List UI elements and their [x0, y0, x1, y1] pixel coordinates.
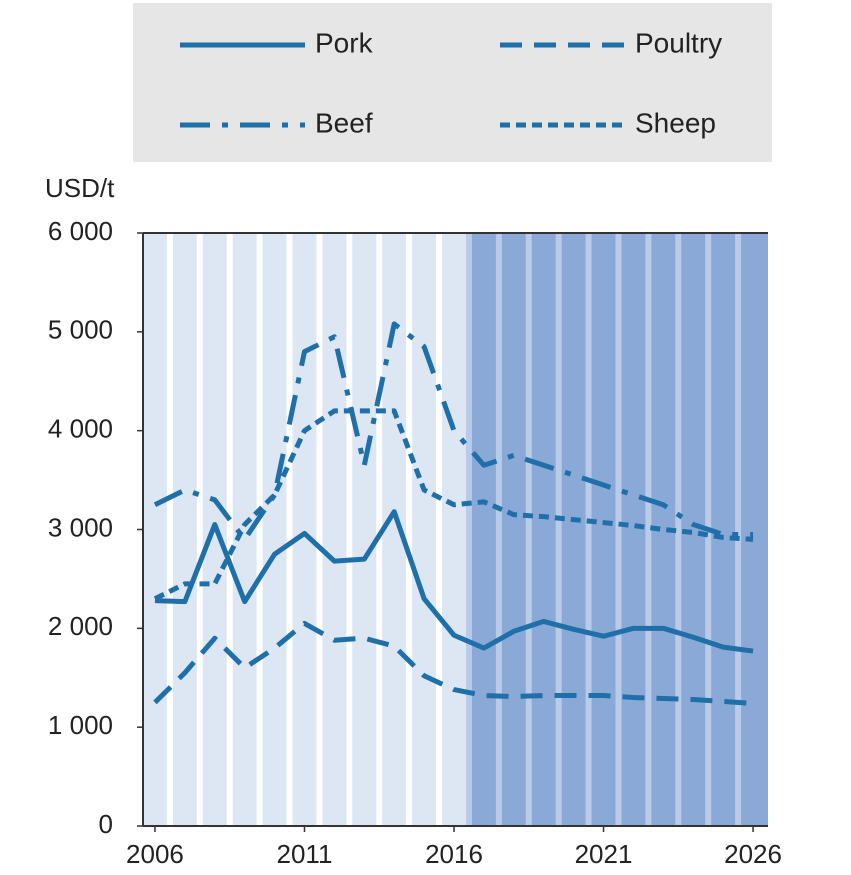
legend-label: Beef — [315, 107, 373, 138]
y-tick-label: 0 — [99, 809, 113, 839]
series-line — [153, 321, 754, 542]
y-tick-label: 4 000 — [48, 414, 113, 444]
x-tick-label: 2006 — [126, 839, 184, 869]
x-tick-label: 2016 — [425, 839, 483, 869]
legend-label: Sheep — [635, 107, 716, 138]
y-tick-label: 6 000 — [48, 216, 113, 246]
series-line — [153, 408, 754, 601]
series-line — [154, 509, 754, 654]
y-tick-label: 3 000 — [48, 512, 113, 542]
series-line — [153, 620, 754, 706]
x-tick-label: 2021 — [575, 839, 633, 869]
legend-box — [133, 3, 772, 162]
legend-label: Poultry — [635, 27, 722, 58]
y-axis-label: USD/t — [45, 173, 115, 203]
x-tick-label: 2026 — [724, 839, 782, 869]
legend-label: Pork — [315, 27, 374, 58]
y-tick-label: 5 000 — [48, 315, 113, 345]
x-tick-label: 2011 — [277, 839, 333, 869]
y-tick-label: 1 000 — [48, 710, 113, 740]
y-tick-label: 2 000 — [48, 611, 113, 641]
